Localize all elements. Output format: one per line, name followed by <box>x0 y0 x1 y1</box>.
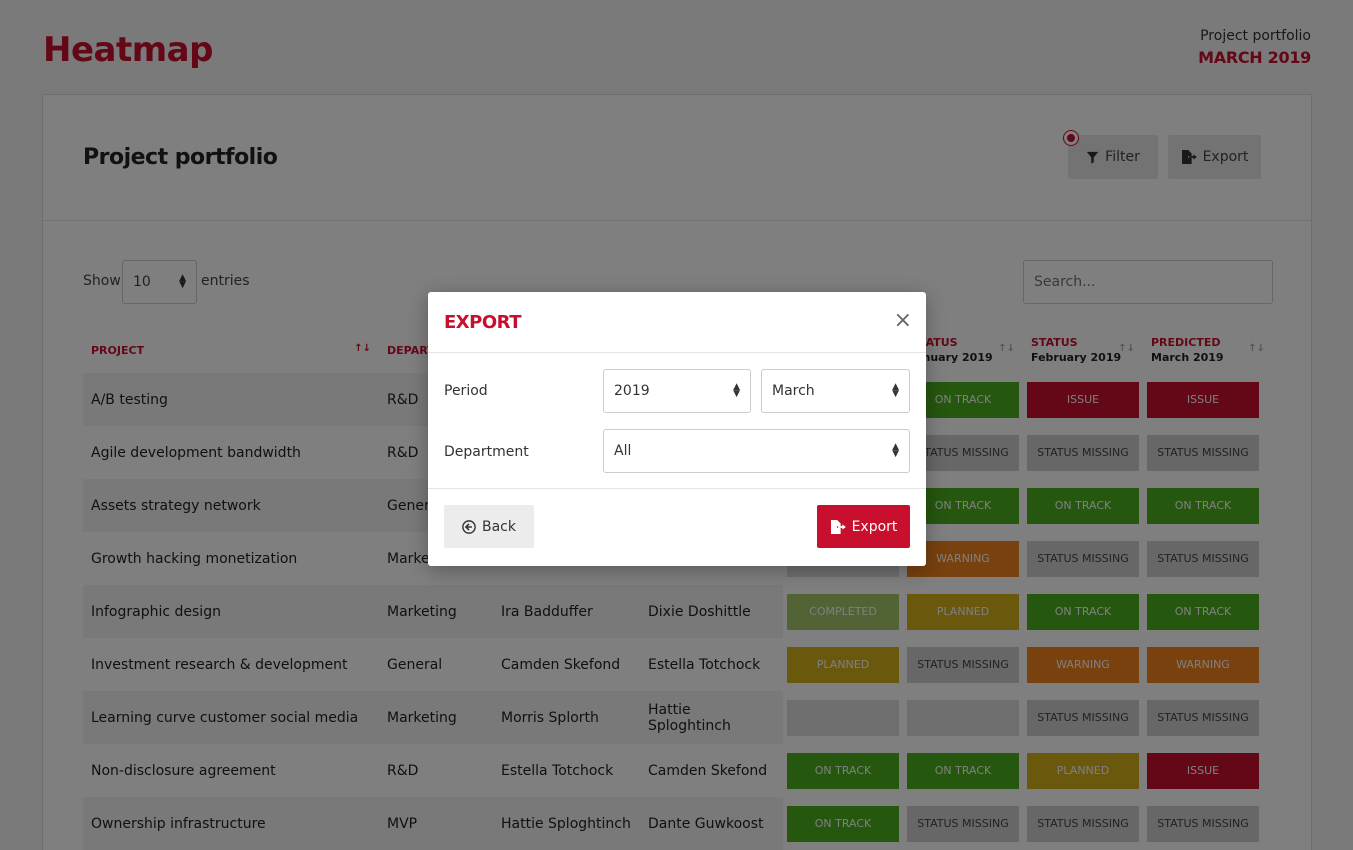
back-label: Back <box>482 518 516 535</box>
year-select[interactable]: 2019 ▲ ▼ <box>603 369 751 413</box>
file-export-icon <box>830 519 846 534</box>
modal-export-button[interactable]: Export <box>817 505 910 548</box>
modal-title: EXPORT <box>444 312 522 333</box>
select-caret-icon: ▲▼ <box>733 382 740 399</box>
period-label: Period <box>444 383 488 399</box>
modal-body: Period 2019 ▲ ▼ March ▲ ▼ Department All ▲… <box>428 353 926 489</box>
department-label: Department <box>444 444 529 460</box>
back-button[interactable]: Back <box>444 505 534 548</box>
circle-arrow-left-icon <box>462 519 476 534</box>
month-value: March <box>772 383 815 399</box>
modal-export-label: Export <box>851 518 898 535</box>
year-value: 2019 <box>614 383 650 399</box>
close-icon[interactable]: × <box>893 308 912 333</box>
export-modal: EXPORT × Period 2019 ▲ ▼ March ▲ ▼ Departm… <box>428 292 926 566</box>
select-caret-icon: ▲▼ <box>892 382 899 399</box>
month-select[interactable]: March ▲ ▼ <box>761 369 910 413</box>
department-select[interactable]: All ▲ ▼ <box>603 429 910 473</box>
modal-footer: Back Export <box>428 489 926 565</box>
select-caret-icon: ▲▼ <box>892 442 899 459</box>
department-value: All <box>614 443 632 459</box>
modal-header: EXPORT × <box>428 292 926 353</box>
